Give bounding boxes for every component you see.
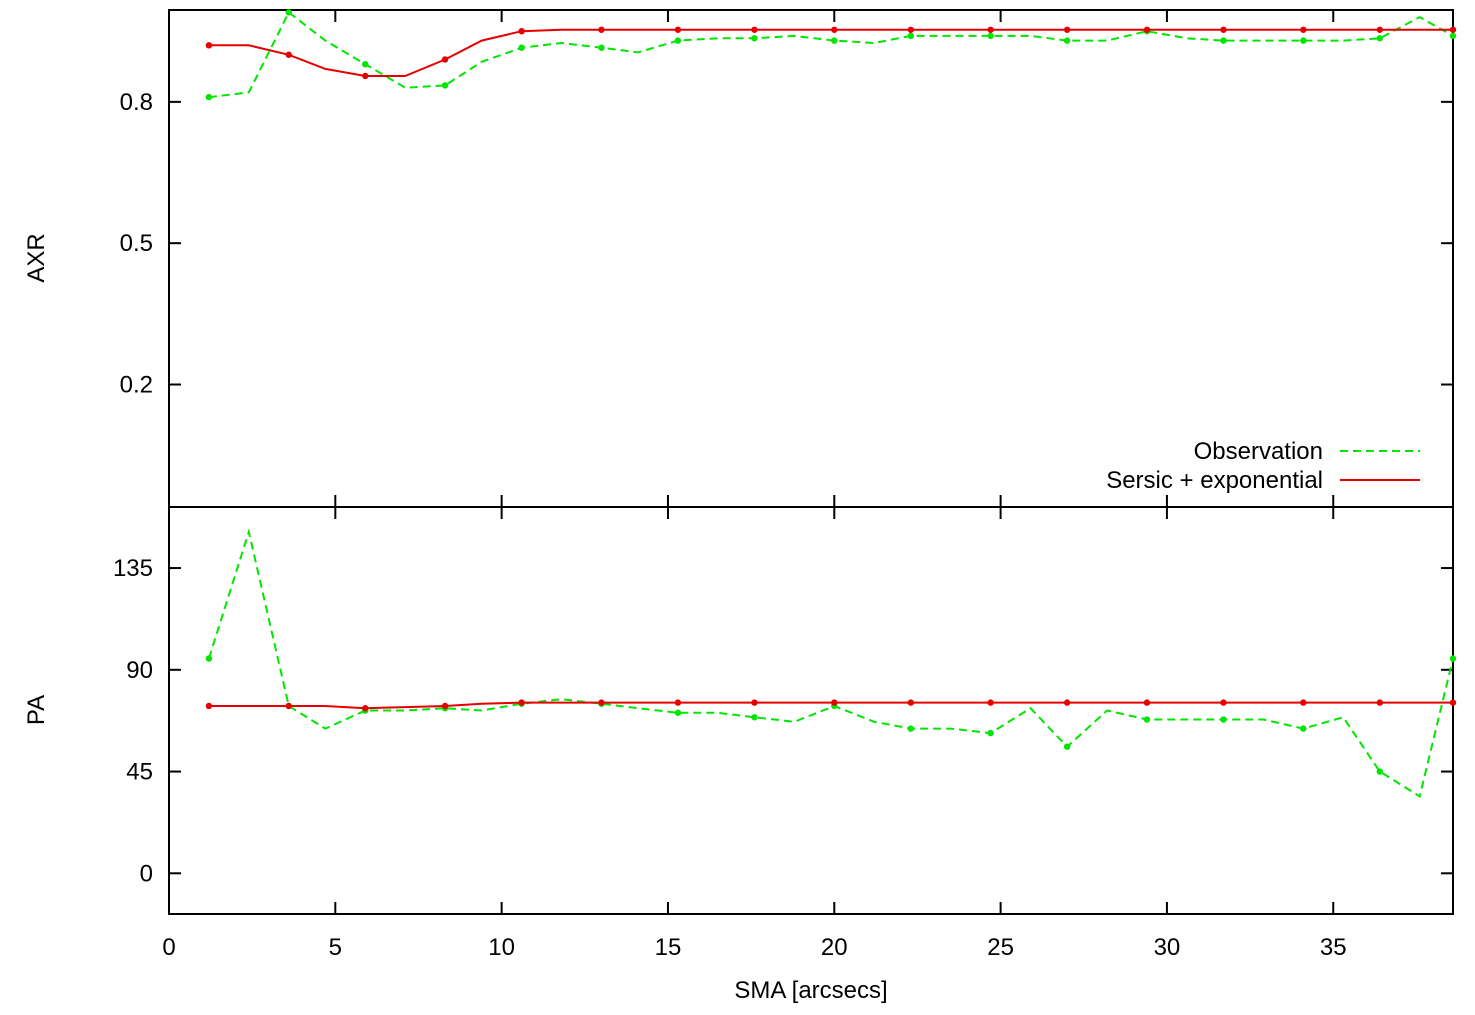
pa-series-group: [205, 528, 1457, 798]
axr-point-sersic-exponential: [987, 26, 994, 33]
pa-series-line-sersic-exponential: [208, 701, 1453, 710]
pa-point-sersic-exponential: [518, 699, 525, 706]
axr-point-sersic-exponential: [518, 27, 525, 35]
pa-point-sersic-exponential: [907, 699, 914, 706]
axr-point-observation: [1449, 32, 1457, 40]
pa-y-tick-label: 0: [140, 860, 153, 887]
pa-point-sersic-exponential: [205, 702, 213, 710]
pa-y-tick-label: 45: [126, 759, 153, 786]
axr-point-observation: [205, 93, 213, 101]
pa-point-observation: [751, 714, 758, 721]
pa-point-observation: [1300, 725, 1307, 732]
pa-point-sersic-exponential: [674, 699, 682, 706]
pa-point-sersic-exponential: [831, 699, 838, 706]
pa-point-observation: [205, 655, 213, 662]
pa-point-observation: [907, 725, 914, 732]
axr-point-sersic-exponential: [285, 51, 292, 58]
axr-point-sersic-exponential: [362, 72, 369, 80]
pa-point-observation: [1143, 716, 1151, 723]
x-tick-label: 30: [1154, 934, 1181, 961]
pa-y-ticks: 0 45 90 135: [113, 555, 1453, 887]
axr-series-line-sersic-exponential: [208, 28, 1453, 77]
axr-point-sersic-exponential: [1376, 26, 1384, 33]
pa-point-sersic-exponential: [987, 699, 994, 706]
pa-point-sersic-exponential: [1143, 699, 1151, 706]
axr-point-observation: [285, 9, 292, 16]
x-tick-label: 5: [329, 934, 342, 961]
axr-point-observation: [1220, 37, 1227, 44]
axr-point-observation: [987, 32, 994, 40]
axr-point-observation: [907, 32, 914, 40]
axr-point-sersic-exponential: [1063, 26, 1071, 33]
pa-point-sersic-exponential: [1300, 699, 1307, 706]
pa-point-observation: [1376, 768, 1384, 775]
pa-point-sersic-exponential: [362, 705, 369, 712]
pa-plot-frame: [168, 506, 1454, 915]
axr-point-observation: [831, 37, 838, 44]
pa-series-line-observation: [207, 528, 1454, 798]
x-tick-label: 15: [655, 934, 682, 961]
pa-point-sersic-exponential: [751, 699, 758, 706]
pa-point-sersic-exponential: [598, 699, 605, 706]
x-tick-label: 35: [1320, 934, 1347, 961]
pa-point-sersic-exponential: [1063, 699, 1071, 706]
axr-y-tick-label: 0.8: [120, 89, 153, 116]
pa-point-sersic-exponential: [1376, 699, 1384, 706]
axr-y-axis-label: AXR: [23, 233, 50, 282]
axr-point-sersic-exponential: [598, 26, 605, 33]
legend-label-sersic-exponential: Sersic + exponential: [1106, 467, 1323, 494]
axr-point-observation: [441, 82, 449, 89]
axr-point-observation: [1063, 37, 1071, 44]
axr-point-observation: [751, 35, 758, 42]
axr-point-sersic-exponential: [1300, 26, 1307, 33]
axr-point-sersic-exponential: [441, 56, 449, 63]
x-tick-label: 10: [488, 934, 515, 961]
axr-y-ticks: 0.2 0.5 0.8: [120, 89, 1453, 399]
x-tick-label: 20: [821, 934, 848, 961]
pa-point-observation: [987, 729, 994, 737]
pa-point-sersic-exponential: [441, 702, 449, 710]
axr-point-observation: [362, 60, 369, 68]
axr-point-sersic-exponential: [674, 26, 682, 33]
x-ticks: 0 5 10 15 20 25 30 35: [162, 507, 1347, 961]
axr-point-observation: [674, 37, 682, 44]
pa-panel: 0 45 90 135 0 5 10 15 20 25 30 35 PA SMA [arcsecs]: [23, 506, 1457, 1004]
pa-point-sersic-exponential: [1449, 699, 1457, 706]
axr-point-sersic-exponential: [1143, 26, 1151, 33]
pa-y-tick-label: 135: [113, 555, 153, 582]
pa-point-sersic-exponential: [1220, 699, 1227, 706]
axr-point-sersic-exponential: [205, 42, 213, 49]
axr-point-sersic-exponential: [751, 26, 758, 33]
pa-y-tick-label: 90: [126, 657, 153, 684]
axr-point-sersic-exponential: [907, 26, 914, 33]
axr-plot-frame: [168, 9, 1454, 508]
axr-panel: 0.2 0.5 0.8 AXR Observation Sersic + expon…: [23, 9, 1457, 508]
axr-point-sersic-exponential: [1449, 26, 1457, 33]
legend-label-observation: Observation: [1194, 438, 1323, 465]
axr-point-observation: [1376, 35, 1384, 42]
axr-series-group: [205, 9, 1457, 101]
pa-y-axis-label: PA: [23, 695, 50, 725]
x-axis-label: SMA [arcsecs]: [734, 977, 887, 1004]
x-tick-label: 25: [987, 934, 1014, 961]
pa-point-observation: [1449, 655, 1457, 662]
pa-point-sersic-exponential: [285, 702, 292, 710]
x-tick-label: 0: [162, 934, 175, 961]
axr-y-tick-label: 0.2: [120, 372, 153, 399]
axr-point-observation: [598, 44, 605, 51]
axr-point-observation: [1300, 37, 1307, 44]
axr-y-tick-label: 0.5: [120, 230, 153, 257]
axr-point-sersic-exponential: [1220, 26, 1227, 33]
axr-point-sersic-exponential: [831, 26, 838, 33]
pa-point-observation: [674, 709, 682, 716]
axr-point-observation: [518, 44, 525, 51]
legend: Observation Sersic + exponential: [1106, 438, 1420, 494]
axr-series-line-observation: [208, 10, 1454, 99]
pa-point-observation: [1220, 716, 1227, 723]
pa-point-observation: [1063, 743, 1071, 750]
